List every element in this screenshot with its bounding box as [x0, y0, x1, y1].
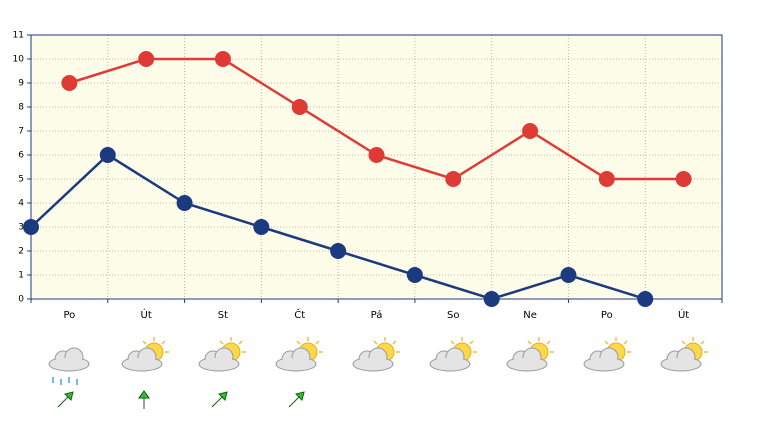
y-tick-label: 10: [13, 55, 25, 65]
x-tick-label: Pá: [371, 309, 383, 321]
plot-area: [31, 35, 722, 299]
x-tick-label: Čt: [294, 308, 305, 321]
x-tick-label: Út: [678, 308, 689, 321]
x-tick-label: Út: [141, 308, 152, 321]
y-tick-label: 0: [18, 295, 24, 305]
x-tick-label: Po: [63, 310, 75, 321]
y-tick-label: 5: [18, 175, 24, 185]
y-tick-label: 3: [18, 223, 24, 233]
y-tick-label: 8: [18, 103, 24, 113]
point: [522, 123, 539, 139]
point: [330, 243, 347, 259]
y-tick-label: 6: [18, 151, 24, 161]
y-tick-label: 11: [13, 31, 24, 41]
weather-icons: [48, 337, 708, 385]
point: [214, 51, 231, 67]
x-tick-label: So: [447, 310, 459, 321]
point: [637, 291, 654, 307]
point: [368, 147, 385, 163]
point: [61, 75, 78, 91]
point: [675, 171, 692, 187]
point: [483, 291, 500, 307]
wind-arrows: [57, 390, 305, 409]
y-tick-label: 4: [18, 199, 24, 209]
point: [23, 219, 39, 235]
x-tick-label: Po: [601, 310, 613, 321]
point: [406, 267, 423, 283]
y-tick-label: 7: [18, 127, 24, 137]
x-tick-label: Ne: [523, 310, 537, 321]
point: [560, 267, 577, 283]
x-tick-label: St: [218, 310, 228, 321]
point: [598, 171, 615, 187]
y-tick-label: 1: [18, 271, 24, 281]
point: [138, 51, 155, 67]
y-tick-label: 9: [18, 79, 24, 89]
plot-border: [30, 34, 723, 300]
y-tick-label: 2: [18, 247, 24, 257]
point: [253, 219, 270, 235]
rain: [52, 377, 78, 385]
point: [99, 147, 116, 163]
point: [445, 171, 462, 187]
point: [291, 99, 308, 115]
point: [176, 195, 193, 211]
